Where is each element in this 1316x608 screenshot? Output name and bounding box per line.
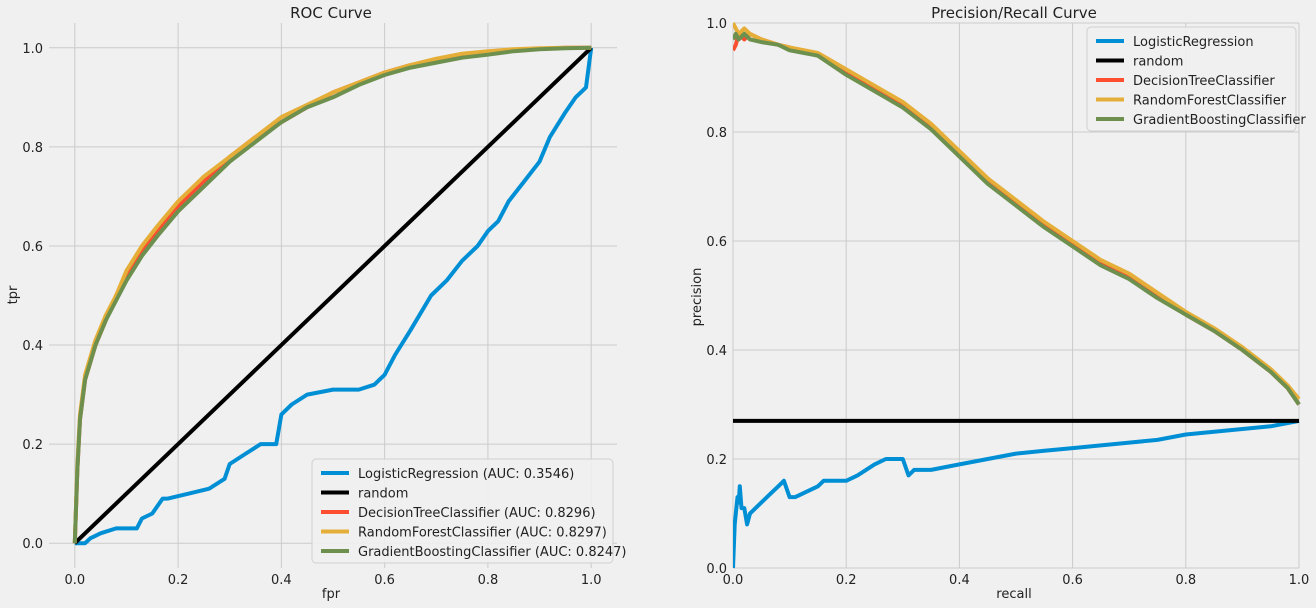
roc-series-line-1 (73, 46, 593, 545)
pr-legend-box (1086, 26, 1297, 132)
pr-x-tick-label: 0.6 (1062, 573, 1083, 588)
pr-x-tick-label: 0.2 (836, 573, 857, 588)
pr-ylabel: precision (690, 268, 705, 327)
roc-y-tick-label: 0.2 (22, 438, 43, 453)
pr-y-tick-label: 1.0 (706, 17, 727, 32)
pr-legend-label: DecisionTreeClassifier (1133, 74, 1275, 89)
roc-x-tick-label: 0.0 (64, 573, 85, 588)
roc-legend-label: RandomForestClassifier (AUC: 0.8297) (358, 526, 607, 541)
roc-y-tick-label: 0.0 (22, 537, 43, 552)
roc-series-line-0 (74, 47, 594, 546)
pr-grid (732, 22, 1300, 569)
roc-legend-label: DecisionTreeClassifier (AUC: 0.8296) (358, 506, 596, 521)
roc-legend-label: random (358, 487, 408, 502)
roc-legend: LogisticRegression (AUC: 0.3546) random De… (311, 458, 627, 564)
roc-chart: ROC Curve fpr tpr 0.0 0.2 0.4 0.6 0.8 1.00.00… (6, 4, 627, 602)
roc-y-tick-label: 0.8 (22, 141, 43, 156)
roc-series-lines (72, 45, 594, 546)
pr-tick-labels: 0.0 0.2 0.4 0.6 0.8 1.0 0.0 0.2 0.4 0.6 0.8 1.0 (706, 17, 1309, 588)
roc-tick-labels: 0.0 0.2 0.4 0.6 0.8 1.0 0.0 0.2 0.4 0.6 0.8 1.0 (22, 42, 601, 588)
pr-y-tick-label: 0.0 (706, 562, 727, 577)
pr-legend-label: LogisticRegression (1133, 35, 1254, 50)
pr-series-line-0 (733, 418, 1300, 569)
roc-series-line-4 (72, 45, 592, 544)
pr-y-tick-label: 0.6 (706, 235, 727, 250)
pr-series-line-3 (733, 22, 1301, 401)
roc-xlabel: fpr (322, 587, 341, 602)
roc-y-tick-label: 1.0 (22, 42, 43, 57)
roc-ylabel: tpr (6, 285, 21, 304)
roc-x-tick-label: 0.8 (478, 573, 499, 588)
pr-x-tick-label: 0.0 (723, 573, 744, 588)
pr-xlabel: recall (996, 587, 1031, 602)
pr-legend: LogisticRegression random DecisionTreeClas… (1086, 26, 1306, 132)
roc-legend-label: GradientBoostingClassifier (AUC: 0.8247) (358, 545, 627, 560)
pr-x-tick-label: 0.4 (949, 573, 970, 588)
roc-x-tick-label: 1.0 (581, 573, 602, 588)
roc-y-tick-label: 0.6 (22, 240, 43, 255)
pr-x-tick-label: 0.8 (1175, 573, 1196, 588)
pr-legend-label: GradientBoostingClassifier (1133, 113, 1306, 128)
roc-legend-box (311, 458, 614, 564)
roc-legend-label: LogisticRegression (AUC: 0.3546) (358, 467, 574, 482)
pr-x-tick-label: 1.0 (1289, 573, 1310, 588)
precision-recall-chart: Precision/Recall Curve recall precision … (690, 4, 1309, 602)
pr-legend-label: random (1133, 55, 1183, 70)
pr-y-tick-label: 0.4 (706, 344, 727, 359)
roc-y-tick-label: 0.4 (22, 339, 43, 354)
pr-legend-label: RandomForestClassifier (1133, 94, 1287, 109)
roc-x-tick-label: 0.6 (374, 573, 395, 588)
roc-x-tick-label: 0.2 (168, 573, 189, 588)
pr-y-tick-label: 0.2 (706, 453, 727, 468)
roc-x-tick-label: 0.4 (271, 573, 292, 588)
pr-y-tick-label: 0.8 (706, 126, 727, 141)
pr-title: Precision/Recall Curve (931, 4, 1097, 22)
pr-series-lines (733, 22, 1301, 569)
roc-title: ROC Curve (290, 4, 372, 22)
pr-series-line-4 (733, 31, 1301, 406)
